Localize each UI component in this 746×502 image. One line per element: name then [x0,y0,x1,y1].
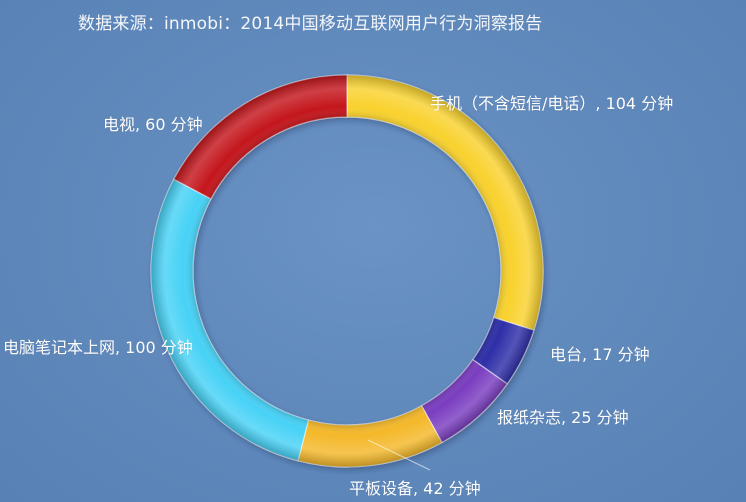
slice-label-phone: 手机（不含短信/电话）, 104 分钟 [430,94,674,113]
slice-label-radio: 电台, 17 分钟 [550,345,650,364]
slice-computer [150,178,310,462]
chart-title: 数据来源：inmobi：2014中国移动互联网用户行为洞察报告 [78,14,543,34]
tablet-leader-line [367,439,431,471]
donut-slices [150,74,544,468]
slice-tablet [297,404,443,468]
slice-label-tv: 电视, 60 分钟 [103,115,203,134]
slice-label-tablet: 平板设备, 42 分钟 [349,479,481,498]
slice-label-computer: 电脑笔记本上网, 100 分钟 [3,338,193,357]
slice-label-newspaper: 报纸杂志, 25 分钟 [497,408,629,427]
slice-tv [173,74,348,200]
